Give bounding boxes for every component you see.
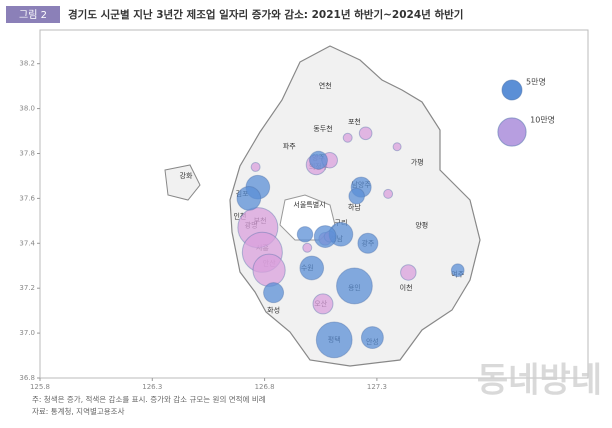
increase-bubble [263,282,285,304]
x-tick-label: 126.8 [255,383,275,391]
source: 자료: 통계청, 지역별고용조사 [32,406,125,416]
place-label: 하남 [348,202,361,211]
decrease-bubble [312,293,334,315]
place-label: 강화 [180,171,193,180]
place-label: 서울특별시 [293,200,325,209]
title: 경기도 시군별 지난 3년간 제조업 일자리 증가와 감소: 2021년 하반기… [68,8,463,21]
y-tick-label: 37.8 [19,149,35,157]
badge: 그림 2 [19,9,47,21]
increase-bubble [299,255,325,281]
y-tick-label: 38.0 [19,105,35,113]
legend-bubble [497,117,527,147]
increase-bubble [357,232,379,254]
note: 주: 청색은 증가, 적색은 감소를 표시. 증가와 감소 규모는 원의 면적에… [32,394,266,404]
badge-box [6,6,60,23]
place-label: 파주 [283,142,296,151]
x-tick-label: 125.8 [30,383,50,391]
decrease-bubble [383,188,394,199]
place-label: 이천 [400,283,413,292]
increase-bubble [450,263,465,278]
map-outline [229,45,481,367]
decrease-bubble [302,242,313,253]
increase-bubble [315,321,353,359]
place-label: 가평 [411,157,424,166]
place-label: 연천 [319,81,332,90]
y-tick-label: 37.6 [19,194,35,202]
decrease-bubble [358,126,373,141]
watermark: 동네방네 [477,361,602,401]
decrease-bubble [342,132,353,143]
place-label: 동두천 [313,124,332,133]
increase-bubble [296,226,314,243]
ganghwa-outline [164,164,201,201]
legend-label: 5만명 [526,77,546,87]
x-tick-label: 127.3 [367,383,387,391]
legend-label: 10만명 [530,114,555,124]
increase-bubble [236,186,262,211]
decrease-bubble [250,161,261,172]
decrease-bubble [400,264,417,281]
y-tick-label: 36.8 [19,374,35,382]
decrease-bubble [252,253,286,287]
place-label: 화성 [267,306,280,315]
increase-bubble [313,225,337,249]
increase-bubble [309,150,328,170]
increase-bubble [336,267,373,305]
increase-bubble [360,326,384,350]
decrease-bubble [392,142,402,152]
legend-bubble [501,79,523,101]
increase-bubble [348,187,365,205]
x-tick-label: 126.3 [142,383,162,391]
y-tick-label: 37.0 [19,329,35,337]
place-label: 양평 [415,220,428,229]
y-tick-label: 38.2 [19,60,35,68]
place-label: 포천 [348,117,361,126]
place-label: 인천 [233,211,246,220]
y-tick-label: 37.4 [19,239,35,247]
y-tick-label: 37.2 [19,284,35,292]
